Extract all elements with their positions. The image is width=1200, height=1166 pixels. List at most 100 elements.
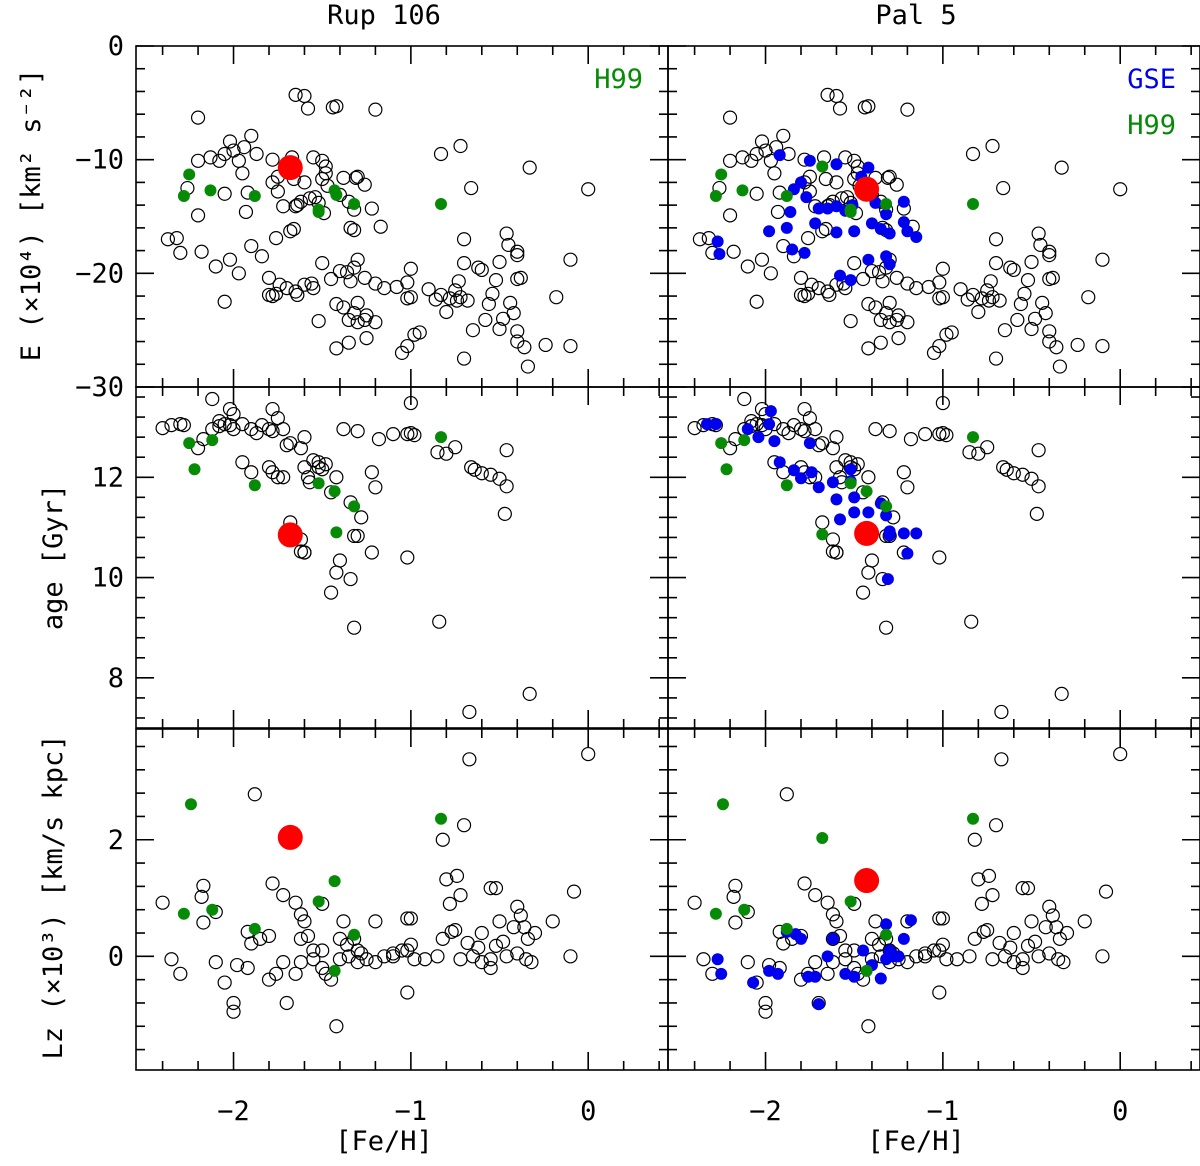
- field-cluster-point: [359, 331, 374, 346]
- field-cluster-point: [861, 1019, 876, 1034]
- field-cluster-point: [343, 274, 358, 289]
- field-cluster-point: [240, 960, 255, 976]
- gse-cluster-point: [812, 202, 825, 215]
- field-cluster-point: [1015, 952, 1030, 967]
- h99-cluster-point: [312, 895, 325, 908]
- field-cluster-point: [261, 270, 277, 285]
- field-cluster-point: [838, 952, 853, 967]
- field-cluster-point: [364, 545, 379, 560]
- field-cluster-point: [449, 868, 465, 883]
- field-cluster-point: [244, 422, 259, 437]
- field-cluster-point: [196, 915, 211, 930]
- gse-cluster-point: [848, 970, 861, 983]
- field-cluster-point: [247, 787, 262, 802]
- field-cluster-point: [763, 266, 778, 281]
- h99-cluster-point: [780, 479, 793, 492]
- field-cluster-point: [522, 160, 537, 175]
- field-cluster-point: [1035, 295, 1050, 310]
- gse-cluster-point: [795, 932, 807, 945]
- field-cluster-point: [442, 291, 457, 306]
- field-cluster-point: [985, 290, 1000, 305]
- gse-cluster-point: [715, 967, 728, 980]
- h99-cluster-point: [880, 197, 893, 210]
- field-cluster-point: [499, 479, 514, 494]
- field-cluster-point: [818, 171, 833, 187]
- field-cluster-point: [350, 169, 365, 184]
- gse-cluster-point: [897, 195, 910, 208]
- field-cluster-point: [268, 230, 284, 246]
- y-tick-label-E: 0: [108, 31, 124, 62]
- field-cluster-point: [460, 935, 475, 951]
- field-cluster-point: [290, 198, 305, 213]
- field-cluster-point: [808, 888, 823, 903]
- field-cluster-point: [1033, 237, 1048, 253]
- gse-cluster-point: [844, 274, 857, 287]
- field-cluster-point: [882, 315, 897, 330]
- field-cluster-point: [1042, 334, 1057, 349]
- y-tick-label-age: 8: [108, 663, 124, 694]
- field-cluster-point: [820, 284, 835, 299]
- field-cluster-point: [900, 102, 915, 117]
- field-cluster-point: [217, 186, 232, 201]
- field-cluster-point: [1010, 312, 1025, 328]
- field-cluster-point: [838, 943, 853, 958]
- field-cluster-point: [967, 931, 982, 946]
- h99-cluster-point: [206, 903, 219, 916]
- h99-cluster-point: [780, 190, 793, 203]
- field-cluster-point: [820, 895, 835, 910]
- field-cluster-point: [980, 440, 995, 455]
- gse-cluster-point: [862, 161, 875, 174]
- field-cluster-point: [499, 949, 514, 964]
- field-cluster-point: [696, 952, 711, 967]
- field-cluster-point: [237, 140, 252, 155]
- field-cluster-point: [722, 110, 738, 125]
- field-cluster-point: [270, 470, 285, 485]
- field-cluster-point: [373, 219, 388, 234]
- field-cluster-point: [288, 87, 303, 102]
- field-cluster-point: [1020, 938, 1036, 953]
- field-cluster-point: [276, 955, 291, 970]
- field-cluster-point: [456, 351, 472, 366]
- field-cluster-point: [808, 422, 823, 437]
- field-cluster-point: [290, 287, 305, 303]
- field-cluster-point: [323, 585, 339, 600]
- field-cluster-point: [336, 914, 351, 929]
- field-cluster-point: [868, 422, 883, 437]
- h99-cluster-point: [328, 485, 341, 498]
- field-cluster-point: [815, 224, 830, 239]
- field-cluster-point: [293, 907, 309, 922]
- field-cluster-point: [1031, 226, 1046, 241]
- field-cluster-point: [1095, 338, 1110, 354]
- h99-cluster-point: [844, 477, 857, 490]
- field-cluster-point: [300, 101, 316, 116]
- field-cluster-point: [776, 422, 791, 437]
- field-cluster-point: [212, 153, 227, 168]
- field-cluster-point: [808, 955, 823, 970]
- gse-cluster-point: [862, 253, 875, 266]
- field-cluster-point: [350, 295, 365, 310]
- field-cluster-point: [279, 995, 294, 1011]
- field-cluster-point: [499, 226, 514, 241]
- field-cluster-point: [444, 924, 459, 939]
- field-cluster-point: [435, 931, 450, 946]
- field-cluster-point: [510, 334, 525, 349]
- field-cluster-point: [238, 204, 254, 220]
- gse-cluster-point: [880, 208, 893, 221]
- field-cluster-point: [726, 889, 741, 904]
- field-cluster-point: [506, 306, 521, 321]
- field-cluster-point: [306, 943, 321, 958]
- field-cluster-point: [793, 270, 809, 285]
- field-cluster-point: [190, 110, 206, 125]
- gse-cluster-point: [910, 527, 923, 540]
- field-cluster-point: [297, 545, 312, 560]
- gse-cluster-point: [901, 225, 914, 238]
- field-cluster-point: [822, 287, 837, 303]
- h99-cluster-point: [860, 485, 873, 498]
- field-cluster-point: [1031, 479, 1046, 494]
- field-cluster-point: [300, 928, 316, 944]
- field-cluster-point: [343, 571, 358, 587]
- field-cluster-point: [196, 878, 211, 893]
- h99-cluster-point: [720, 463, 733, 476]
- field-cluster-point: [882, 424, 897, 439]
- field-cluster-point: [1054, 686, 1069, 702]
